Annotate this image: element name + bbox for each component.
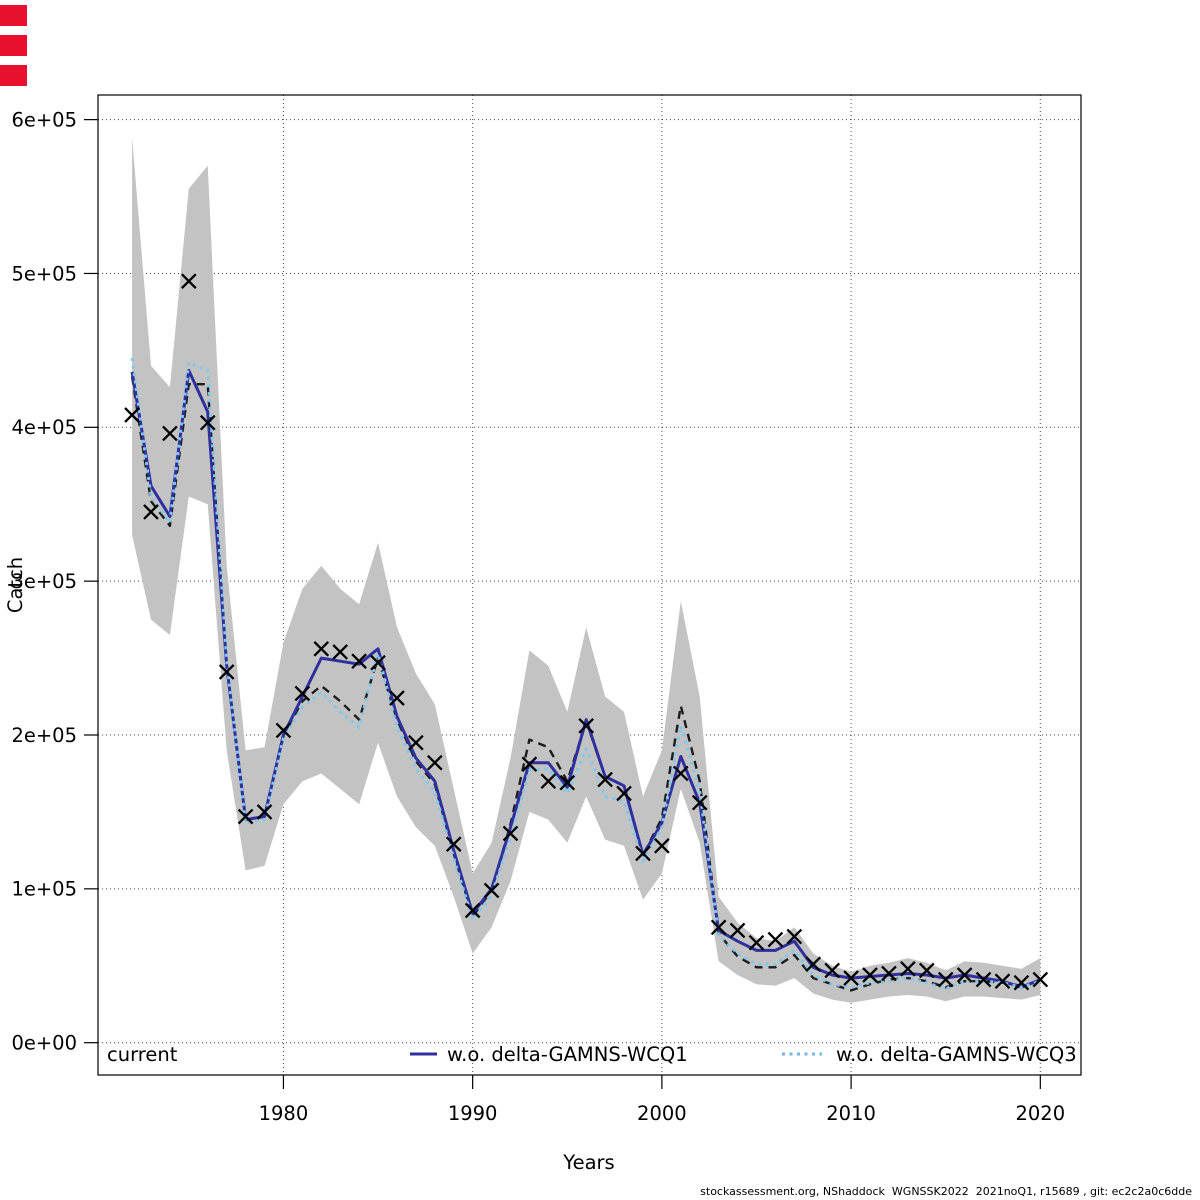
x-tick-label: 1990 [448,1102,498,1125]
observed-catch-marker [900,961,916,977]
y-tick-label: 6e+05 [11,108,77,131]
observed-catch-marker [256,804,273,820]
observed-catch-marker [672,765,689,782]
plot-border [97,94,1082,1076]
legend-label-wcq1: w.o. delta-GAMNS-WCQ1 [447,1043,688,1066]
x-tick-label: 2000 [637,1102,687,1125]
y-tick-label: 3e+05 [11,570,77,593]
observed-catch-marker [767,931,784,948]
observed-catch-marker [181,273,197,289]
observed-catch-marker [748,934,765,951]
observed-catch-marker [616,785,632,802]
legend-label-wcq3: w.o. delta-GAMNS-WCQ3 [836,1043,1077,1066]
observed-catch-marker [294,685,311,702]
observed-catch-marker [1013,974,1030,991]
observed-catch-marker [199,414,216,431]
observed-catch-marker [313,641,330,657]
observed-catch-marker [275,722,292,739]
observed-catch-marker [559,774,576,791]
y-tick-label: 4e+05 [11,416,77,439]
observed-catch-marker [578,717,595,734]
observed-catch-marker [1032,971,1049,988]
y-tick-label: 1e+05 [11,878,77,901]
observed-catch-marker [975,971,992,988]
y-tick-label: 5e+05 [11,262,77,285]
red-corner-marker-2 [0,35,27,56]
observed-catch-marker [710,919,727,936]
observed-catch-marker [597,771,613,788]
confidence-band [132,138,1041,1003]
y-axis-title: Catch [4,557,27,613]
observed-catch-marker [824,962,840,979]
observed-catch-marker [143,504,159,520]
observed-catch-marker [162,425,178,442]
observed-catch-marker [408,734,424,751]
observed-catch-marker [729,922,746,939]
observed-catch-marker [426,754,443,771]
observed-catch-marker [654,837,670,854]
x-tick-label: 2020 [1015,1102,1065,1125]
observed-catch-marker [521,756,538,773]
observed-catch-marker [691,794,708,811]
observed-catch-marker [805,956,822,973]
observed-catch-marker [502,825,519,842]
observed-catch-marker [464,902,481,919]
y-tick-label: 0e+00 [11,1032,77,1055]
observed-catch-marker [124,407,140,423]
observed-catch-marker [862,967,878,983]
observed-catch-marker [483,882,500,899]
legend: current w.o. delta-GAMNS-WCQ1 w.o. delta… [107,1043,1077,1066]
x-tick-label: 2010 [826,1102,876,1125]
observed-catch-marker [370,654,386,671]
observed-catch-marker [786,928,803,945]
red-corner-marker-3 [0,65,27,86]
series-line-dotted [130,357,1041,991]
observed-catch-marker [351,653,367,669]
x-axis-title: Years [562,1151,614,1174]
observed-catch-marker [389,690,405,706]
footer-attribution: stockassessment.org, NShaddock WGNSSK202… [700,1185,1192,1198]
observed-catch-marker [843,970,859,986]
observed-catch-marker [994,973,1011,989]
observed-catch-marker [881,965,897,982]
observed-catch-marker [918,962,935,979]
observed-catch-marker [937,971,954,988]
legend-label-current: current [107,1043,178,1066]
observed-catch-marker [635,845,651,862]
observed-catch-marker [956,967,973,983]
observed-catch-marker [332,644,349,660]
x-tick-label: 1980 [259,1102,309,1125]
observed-catch-marker [237,808,254,825]
observed-catch-marker [445,836,462,853]
y-tick-label: 2e+05 [11,724,77,747]
red-corner-marker-1 [0,5,27,26]
observed-catch-marker [540,773,557,789]
observed-catch-marker [218,664,235,680]
